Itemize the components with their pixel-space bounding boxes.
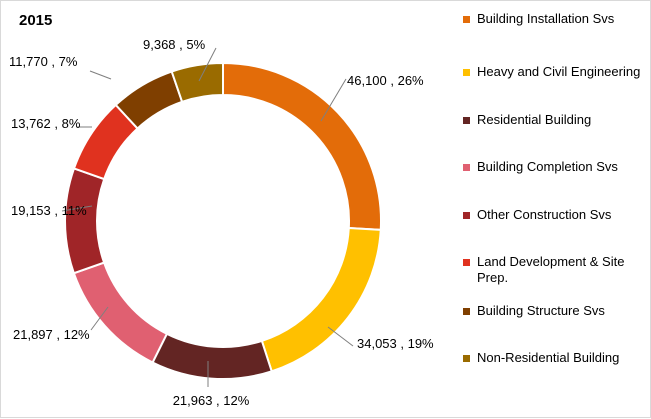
- legend-swatch-7: [463, 308, 470, 315]
- legend-item-4: Building Completion Svs: [463, 159, 648, 175]
- legend-label-8: Non-Residential Building: [477, 350, 620, 365]
- leader-line-1: [320, 78, 347, 122]
- legend-swatch-2: [463, 69, 470, 76]
- legend-item-7: Building Structure Svs: [463, 303, 648, 319]
- leader-line-4: [90, 306, 109, 331]
- legend-swatch-6: [463, 259, 470, 266]
- legend-label-4: Building Completion Svs: [477, 159, 618, 174]
- leader-line-7: [89, 70, 112, 80]
- legend-item-1: Building Installation Svs: [463, 11, 648, 27]
- legend-label-7: Building Structure Svs: [477, 303, 605, 318]
- leader-line-8: [198, 47, 217, 82]
- legend-swatch-5: [463, 212, 470, 219]
- legend-item-6: Land Development & Site Prep.: [463, 254, 648, 286]
- donut-slice-1: [222, 61, 382, 231]
- legend-label-1: Building Installation Svs: [477, 11, 615, 26]
- data-label-5: 19,153 , 11%: [11, 203, 87, 218]
- leader-line-5: [61, 205, 93, 212]
- legend-label-3: Residential Building: [477, 112, 592, 127]
- data-label-2: 34,053 , 19%: [357, 336, 434, 351]
- data-label-8: 9,368 , 5%: [143, 37, 206, 52]
- legend-item-8: Non-Residential Building: [463, 350, 648, 366]
- chart-title: 2015: [19, 12, 52, 29]
- legend-label-2: Heavy and Civil Engineering: [477, 64, 641, 79]
- legend-item-2: Heavy and Civil Engineering: [463, 64, 648, 80]
- data-label-7: 11,770 , 7%: [9, 54, 78, 69]
- legend-label-5: Other Construction Svs: [477, 207, 612, 222]
- data-label-4: 21,897 , 12%: [13, 327, 90, 342]
- legend-swatch-1: [463, 16, 470, 23]
- donut-slice-3: [151, 332, 273, 380]
- legend-item-5: Other Construction Svs: [463, 207, 648, 223]
- data-label-6: 13,762 , 8%: [11, 116, 81, 131]
- donut-slices: [64, 61, 382, 380]
- donut-slice-5: [64, 167, 106, 275]
- donut-slice-4: [72, 261, 169, 364]
- legend-swatch-3: [463, 117, 470, 124]
- leader-line-2: [327, 326, 354, 347]
- data-labels: 46,100 , 26% 34,053 , 19% 21,963 , 12% 21,8…: [9, 37, 434, 408]
- legend-swatch-8: [463, 355, 470, 362]
- legend-label-6: Land Development & Site Prep.: [477, 254, 625, 285]
- data-label-3: 21,963 , 12%: [173, 393, 250, 408]
- legend-item-3: Residential Building: [463, 112, 648, 128]
- donut-slice-8: [170, 61, 224, 104]
- data-label-1: 46,100 , 26%: [347, 73, 424, 88]
- leader-lines: [61, 47, 354, 387]
- legend-swatch-4: [463, 164, 470, 171]
